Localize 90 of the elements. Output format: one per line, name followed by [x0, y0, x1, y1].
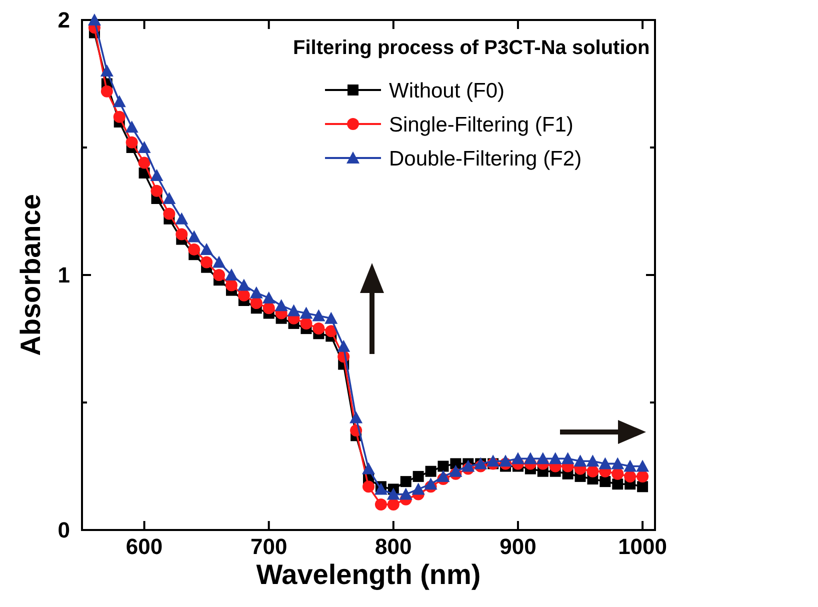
point — [536, 452, 550, 464]
point — [225, 279, 238, 292]
point — [600, 476, 611, 488]
point — [387, 498, 400, 510]
y-tick-label: 1 — [58, 262, 70, 288]
point — [612, 478, 624, 490]
point — [188, 230, 201, 242]
point — [274, 299, 288, 312]
point — [237, 278, 250, 291]
point — [125, 120, 138, 133]
point — [337, 340, 350, 352]
point — [88, 14, 101, 26]
point — [224, 268, 238, 280]
point — [561, 452, 574, 464]
point — [312, 309, 326, 322]
point — [150, 169, 164, 182]
point — [350, 411, 363, 424]
point — [175, 212, 188, 224]
point — [150, 184, 163, 197]
point — [598, 457, 612, 470]
x-axis-title: Wavelength (nm) — [256, 559, 481, 590]
point — [611, 457, 624, 470]
point — [386, 488, 400, 500]
point — [200, 256, 213, 268]
point — [250, 297, 262, 310]
point — [524, 452, 537, 464]
point — [499, 454, 512, 467]
point — [176, 228, 188, 240]
x-tick-label: 800 — [375, 534, 412, 559]
point — [100, 85, 113, 98]
point — [100, 64, 114, 76]
y-tick-label: 2 — [58, 8, 70, 33]
point — [586, 465, 599, 478]
point — [449, 464, 462, 477]
point — [238, 289, 250, 302]
x-tick-label: 700 — [250, 534, 288, 559]
point — [586, 454, 600, 467]
point — [486, 454, 500, 467]
y-axis-title: Absorbance — [15, 194, 46, 356]
point — [362, 480, 374, 493]
point — [511, 452, 524, 464]
point — [262, 291, 276, 304]
point — [138, 141, 151, 153]
point — [374, 482, 388, 495]
point — [636, 460, 650, 472]
x-tick-label: 900 — [500, 534, 536, 559]
point — [325, 325, 338, 338]
legend-label: Without (F0) — [389, 79, 505, 102]
point — [287, 304, 300, 316]
point — [324, 312, 338, 324]
point — [399, 488, 412, 500]
point — [637, 481, 648, 492]
point — [636, 470, 649, 482]
point — [412, 482, 425, 495]
point — [138, 156, 150, 169]
point — [200, 243, 214, 255]
legend-label: Double-Filtering (F2) — [389, 147, 582, 170]
point — [362, 462, 375, 474]
point — [574, 454, 587, 467]
point — [300, 306, 313, 319]
point — [374, 498, 387, 510]
point — [462, 460, 475, 472]
point — [312, 322, 325, 335]
point — [262, 302, 275, 314]
point — [548, 452, 562, 464]
point — [213, 269, 226, 281]
point — [436, 470, 450, 482]
legend-title: Filtering process of P3CT-Na solution — [293, 37, 650, 59]
legend-label: Single-Filtering (F1) — [389, 113, 574, 136]
point — [126, 136, 138, 148]
point — [163, 208, 176, 220]
x-tick-label: 1000 — [618, 534, 668, 559]
point — [425, 466, 436, 477]
point — [624, 470, 636, 482]
point — [438, 460, 449, 472]
point — [624, 460, 637, 472]
point — [113, 110, 126, 123]
point — [112, 95, 126, 108]
point — [162, 192, 176, 204]
point — [424, 478, 438, 490]
point — [612, 468, 624, 480]
point — [300, 317, 312, 330]
point — [188, 244, 200, 256]
point — [412, 470, 424, 482]
x-tick-label: 600 — [126, 534, 163, 559]
point — [212, 256, 226, 268]
y-tick-label: 0 — [58, 518, 70, 543]
point — [400, 476, 412, 488]
point — [450, 458, 462, 470]
point — [250, 286, 263, 298]
